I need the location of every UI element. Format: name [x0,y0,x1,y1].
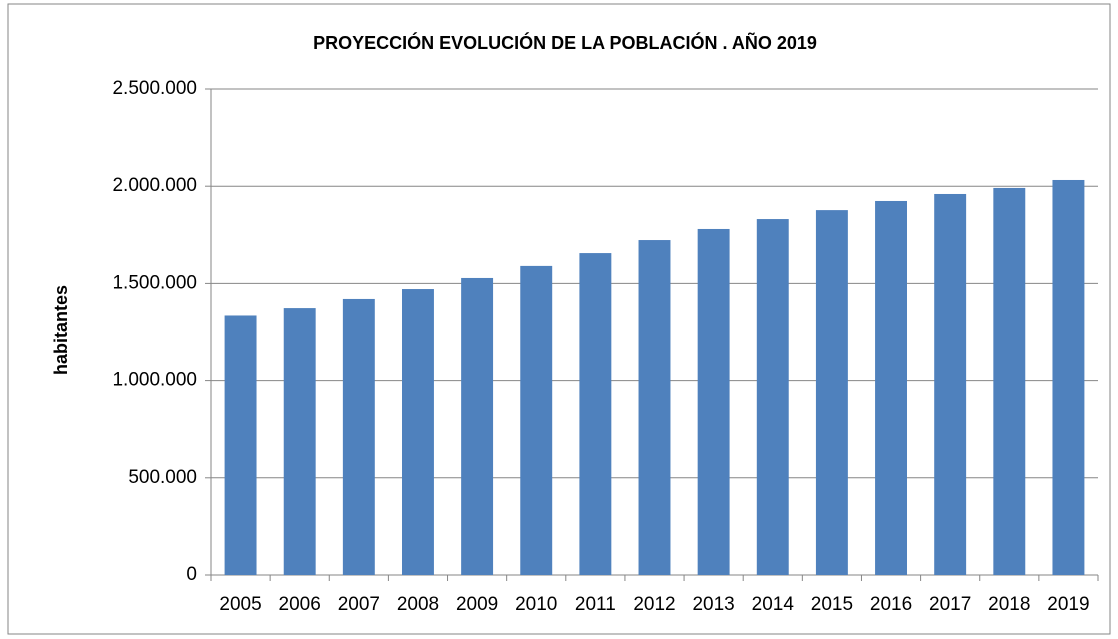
bar [1052,179,1085,576]
x-tick-label: 2013 [692,594,734,615]
bar [402,289,434,575]
bar [815,210,848,575]
x-tick-label: 2017 [929,594,971,615]
bar [697,228,730,575]
y-tick-label: 500.000 [128,467,197,488]
bar [283,308,316,575]
bar [461,277,494,575]
y-tick-label: 2.000.000 [112,175,197,196]
x-tick-label: 2019 [1047,594,1089,615]
x-tick-label: 2015 [811,594,853,615]
x-tick-label: 2018 [988,594,1030,615]
x-tick-label: 2014 [752,594,795,615]
bar [934,193,967,575]
bar [224,315,257,575]
bar [520,265,553,575]
bar [756,219,789,576]
x-tick-label: 2012 [633,594,675,615]
x-tick-label: 2016 [870,594,912,615]
x-tick-label: 2010 [515,594,557,615]
bar [993,187,1026,576]
chart-border [7,3,1111,635]
x-tick-label: 2007 [338,594,380,615]
x-tick-label: 2011 [575,594,616,615]
x-tick-label: 2008 [397,594,439,615]
chart-title: PROYECCIÓN EVOLUCIÓN DE LA POBLACIÓN . A… [313,32,817,53]
bar [638,240,671,575]
bar [579,253,612,575]
x-tick-label: 2005 [219,594,261,615]
y-axis-label: habitantes [51,285,71,375]
bar [875,200,907,575]
y-tick-label: 1.000.000 [112,370,197,391]
y-tick-label: 0 [186,564,197,585]
y-tick-label: 2.500.000 [112,78,197,99]
x-tick-label: 2006 [279,594,321,615]
x-tick-label: 2009 [456,594,498,615]
bar [342,298,375,575]
y-tick-label: 1.500.000 [112,272,197,293]
